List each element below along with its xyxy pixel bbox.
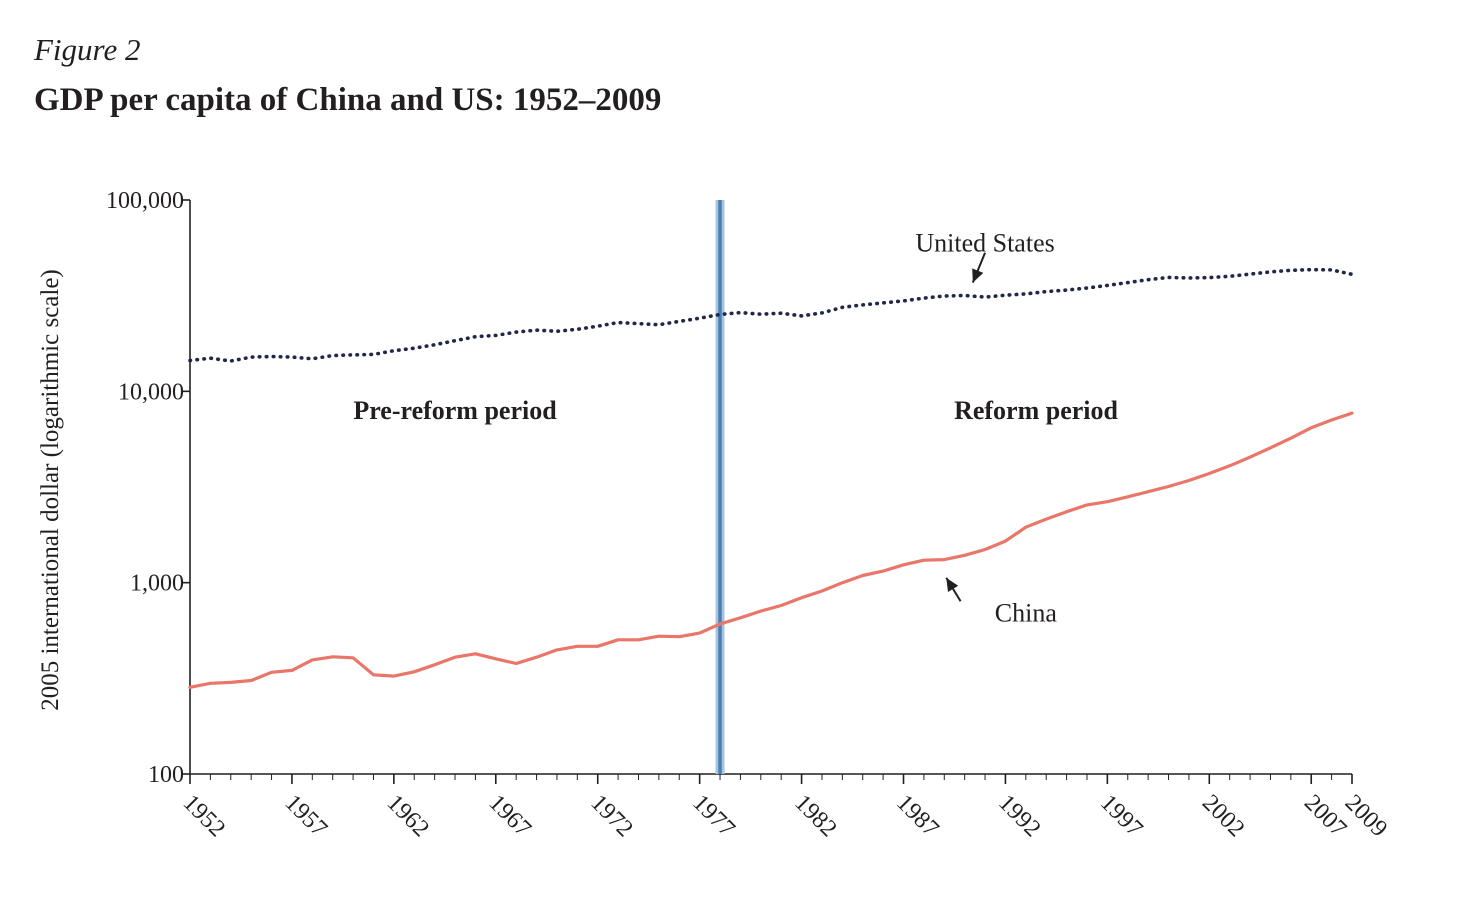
x-tick-label: 1997 xyxy=(1095,790,1147,842)
figure-label: Figure 2 xyxy=(34,32,141,67)
y-tick-label: 10,000 xyxy=(118,379,184,405)
y-tick-label: 1,000 xyxy=(130,571,184,597)
x-tick-label: 1962 xyxy=(382,790,434,842)
axes: 100 1,000 10,000 100,000 1952 1957 1962 1967 197… xyxy=(106,188,1392,842)
x-tick-label: 1952 xyxy=(178,790,230,842)
series-label-china: China xyxy=(995,598,1058,627)
x-tick-label: 2009 xyxy=(1340,790,1392,842)
chart-title: GDP per capita of China and US: 1952–200… xyxy=(34,82,662,118)
x-tick-label: 1992 xyxy=(993,790,1045,842)
series-arrowhead-united-states xyxy=(972,268,984,283)
x-tick-label: 1972 xyxy=(585,790,637,842)
y-axis-title: 2005 international dollar (logarithmic s… xyxy=(37,269,64,711)
x-tick-label: 2002 xyxy=(1197,790,1249,842)
region-label-reform-period: Reform period xyxy=(954,396,1118,425)
series-line-china xyxy=(188,411,1354,689)
series-arrowhead-china xyxy=(946,577,959,593)
x-tick-label: 1957 xyxy=(280,790,332,842)
y-tick-label: 100 xyxy=(148,762,184,788)
annotations: United States China Pre-reform period Refor… xyxy=(353,228,1118,627)
series-label-united-states: United States xyxy=(915,228,1054,257)
x-tick-label: 1977 xyxy=(687,790,739,842)
series-line-united-states xyxy=(188,267,1354,363)
series-lines xyxy=(188,267,1354,689)
region-label-pre-reform-period: Pre-reform period xyxy=(353,396,557,425)
x-tick-label: 2007 xyxy=(1299,790,1351,842)
x-tick-label: 1987 xyxy=(891,790,943,842)
x-tick-label: 1982 xyxy=(789,790,841,842)
x-tick-label: 1967 xyxy=(484,790,536,842)
y-tick-label: 100,000 xyxy=(106,188,184,214)
